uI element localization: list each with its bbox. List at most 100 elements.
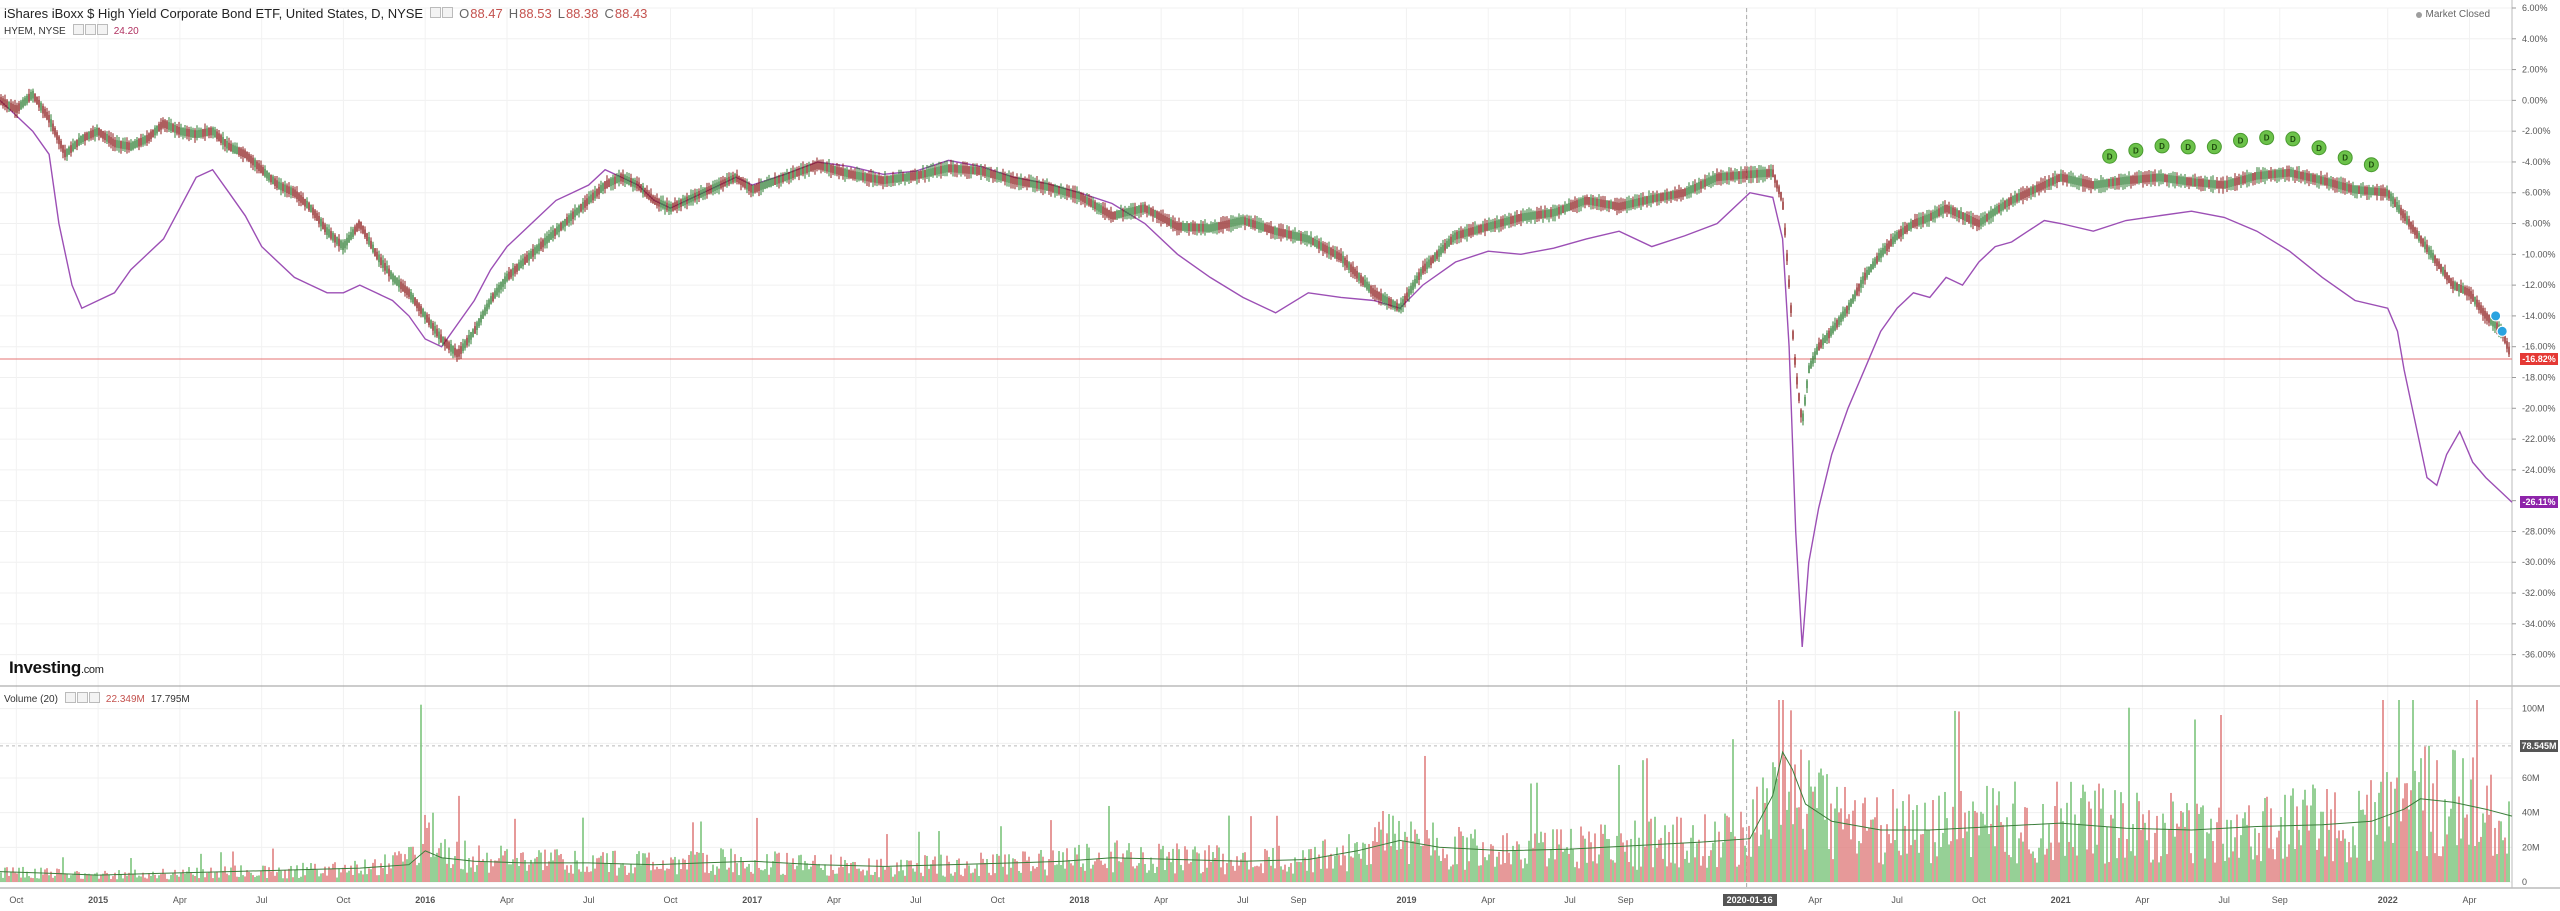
candle-body [2504,335,2506,344]
volume-bar [1720,857,1722,882]
volume-bar [2278,830,2280,882]
volume-bar [1982,813,1984,882]
settings-icon[interactable] [430,7,442,18]
symbol-title[interactable]: iShares iBoxx $ High Yield Corporate Bon… [4,6,424,21]
dividend-marker[interactable]: D [2311,140,2327,156]
compare-series-line[interactable] [0,99,2513,647]
volume-plot-area[interactable] [0,700,2513,882]
volume-bar [1150,857,1152,882]
compare-controls[interactable] [72,24,108,38]
volume-bar [2060,808,2062,882]
volume-bar [922,876,924,882]
volume-bar [2336,838,2338,882]
compare-symbol[interactable]: HYEM, NYSE [4,25,66,37]
candle-body [256,161,258,170]
volume-bar [1860,843,1862,882]
candlestick-series[interactable] [0,88,2510,426]
volume-bar [1262,873,1264,882]
volume-bar [1796,807,1798,882]
candle-body [1708,177,1710,186]
volume-bar [1222,853,1224,882]
dividend-marker[interactable]: D [2128,142,2144,158]
volume-controls[interactable] [64,692,100,706]
close-icon[interactable] [88,692,100,703]
volume-bar [666,868,668,882]
volume-bar [1734,836,1736,882]
candle-body [1752,170,1754,178]
candle-body [1542,210,1544,219]
candle-body [32,90,34,99]
settings-icon[interactable] [76,692,88,703]
candle-body [160,122,162,130]
dividend-marker[interactable]: D [2206,139,2222,155]
candle-body [1178,222,1180,231]
candle-body [114,139,116,148]
candle-body [1528,212,1530,221]
dividend-marker[interactable]: D [2102,148,2118,164]
volume-label[interactable]: Volume (20) [4,693,58,705]
close-icon[interactable] [442,7,454,18]
eye-icon[interactable] [72,24,84,35]
volume-bar [724,856,726,882]
close-icon[interactable] [96,24,108,35]
dividend-marker-icon[interactable] [2363,157,2379,173]
candle-body [2184,177,2186,185]
volume-bar [2170,792,2172,882]
volume-bars[interactable] [0,700,2510,882]
candle-body [1304,234,1306,242]
dividend-marker-icon[interactable] [2206,139,2222,155]
volume-bar [364,859,366,882]
dividend-marker-icon[interactable] [2337,150,2353,166]
volume-bar [1208,845,1210,882]
dividend-marker[interactable]: D [2154,138,2170,154]
candle-body [2258,171,2260,180]
dividend-marker-icon[interactable] [2233,132,2249,148]
legend-controls[interactable] [429,6,454,21]
candle-body [1150,207,1152,216]
candle-body [1352,266,1354,275]
x-tick-label: Apr [1481,895,1495,905]
dividend-marker[interactable]: D [2337,150,2353,166]
candle-body [258,163,260,171]
dividend-marker[interactable]: D [2363,157,2379,173]
candle-body [168,122,170,130]
dividend-marker-icon[interactable] [2128,142,2144,158]
candle-body [880,176,882,184]
volume-bar [370,869,372,882]
dividend-marker-icon[interactable] [2259,130,2275,146]
volume-bar [102,873,104,882]
candle-body [1084,195,1086,204]
event-marker-icon[interactable] [2490,310,2502,322]
candle-body [644,187,646,196]
volume-bar [598,857,600,882]
candle-body [414,297,416,306]
candle-body [490,296,492,304]
dividend-marker-icon[interactable] [2154,138,2170,154]
volume-bar [204,877,206,882]
dividend-marker-icon[interactable] [2285,131,2301,147]
volume-bar [1406,836,1408,882]
dividend-marker[interactable]: D [2233,132,2249,148]
dividend-marker-icon[interactable] [2180,139,2196,155]
volume-ma-line[interactable] [0,750,2513,876]
volume-bar [840,856,842,882]
volume-bar [856,868,858,882]
dividend-marker[interactable]: D [2259,130,2275,146]
eye-icon[interactable] [64,692,76,703]
dividend-marker[interactable]: D [2285,131,2301,147]
settings-icon[interactable] [84,24,96,35]
dividend-marker-icon[interactable] [2311,140,2327,156]
candle-body [1566,203,1568,212]
candle-body [928,168,930,177]
event-marker-icon[interactable] [2496,325,2508,337]
volume-bar [390,868,392,882]
candle-body [912,172,914,181]
candle-body [1590,197,1592,206]
dividend-marker-icon[interactable] [2102,148,2118,164]
volume-bar [940,854,942,882]
candle-body [1892,236,1894,245]
candle-body [996,171,998,180]
dividend-marker[interactable]: D [2180,139,2196,155]
